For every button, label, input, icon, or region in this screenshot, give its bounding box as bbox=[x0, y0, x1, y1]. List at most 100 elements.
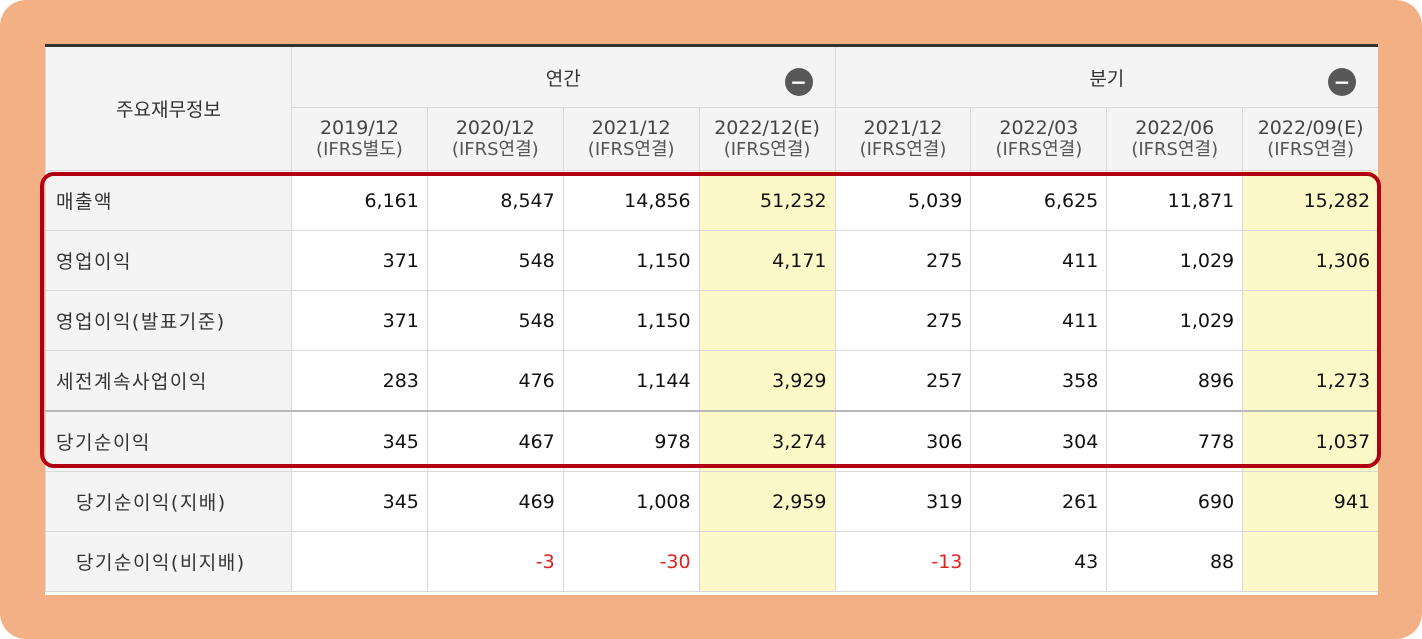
value-cell: 690 bbox=[1106, 471, 1244, 532]
table-row: 당기순이익(지배) 345 469 1,008 2,959 319 261 690 941 bbox=[45, 471, 1378, 532]
table-row: 매출액 6,161 8,547 14,856 51,232 5,039 6,625 11,87… bbox=[45, 170, 1378, 231]
group-label-quarterly: 분기 bbox=[1089, 67, 1125, 90]
value-cell: 11,871 bbox=[1106, 170, 1244, 231]
period-header: 2022/06 (IFRS연결) bbox=[1106, 107, 1244, 171]
value-cell: 304 bbox=[970, 410, 1108, 472]
value-cell: 3,929 bbox=[698, 350, 836, 412]
group-header-quarterly: 분기 − bbox=[834, 45, 1378, 108]
value-cell: 319 bbox=[834, 471, 972, 532]
value-cell bbox=[1242, 290, 1378, 351]
value-cell: 3,274 bbox=[698, 410, 836, 472]
value-cell: -30 bbox=[562, 531, 700, 592]
period-basis: (IFRS연결) bbox=[859, 139, 947, 160]
table-row: 영업이익(발표기준) 371 548 1,150 275 411 1,029 bbox=[45, 290, 1378, 351]
period-header: 2021/12 (IFRS연결) bbox=[834, 107, 972, 171]
value-cell bbox=[1242, 531, 1378, 592]
period-header: 2019/12 (IFRS별도) bbox=[291, 107, 428, 171]
period-date: 2021/12 bbox=[863, 117, 943, 139]
value-cell: 2,959 bbox=[698, 471, 836, 532]
value-cell: 345 bbox=[291, 410, 428, 472]
table-body: 매출액 6,161 8,547 14,856 51,232 5,039 6,625 11,87… bbox=[45, 170, 1378, 592]
value-cell: 14,856 bbox=[562, 170, 700, 231]
row-label: 세전계속사업이익 bbox=[45, 350, 292, 412]
period-date: 2022/12(E) bbox=[714, 117, 820, 139]
period-header: 2020/12 (IFRS연결) bbox=[426, 107, 564, 171]
value-cell: 411 bbox=[970, 230, 1108, 291]
value-cell: 371 bbox=[291, 290, 428, 351]
value-cell: 1,037 bbox=[1242, 410, 1378, 472]
period-header: 2021/12 (IFRS연결) bbox=[562, 107, 700, 171]
period-basis: (IFRS연결) bbox=[1131, 139, 1219, 160]
value-cell: 476 bbox=[426, 350, 564, 412]
value-cell: 345 bbox=[291, 471, 428, 532]
period-basis: (IFRS별도) bbox=[316, 139, 403, 160]
row-label: 영업이익 bbox=[45, 230, 292, 291]
row-label: 매출액 bbox=[45, 170, 292, 231]
period-basis: (IFRS연결) bbox=[1267, 139, 1354, 160]
value-cell: 261 bbox=[970, 471, 1108, 532]
value-cell: 358 bbox=[970, 350, 1108, 412]
row-label: 영업이익(발표기준) bbox=[45, 290, 292, 351]
period-basis: (IFRS연결) bbox=[995, 139, 1083, 160]
period-basis: (IFRS연결) bbox=[723, 139, 811, 160]
value-cell bbox=[291, 531, 428, 592]
value-cell: 467 bbox=[426, 410, 564, 472]
period-date: 2019/12 bbox=[319, 117, 399, 139]
row-label: 당기순이익 bbox=[45, 410, 292, 472]
period-header: 2022/03 (IFRS연결) bbox=[970, 107, 1108, 171]
value-cell: 275 bbox=[834, 230, 972, 291]
value-cell bbox=[698, 290, 836, 351]
period-date: 2020/12 bbox=[455, 117, 535, 139]
period-date: 2022/06 bbox=[1135, 117, 1215, 139]
value-cell: 4,171 bbox=[698, 230, 836, 291]
value-cell: 88 bbox=[1106, 531, 1244, 592]
value-cell: -3 bbox=[426, 531, 564, 592]
value-cell: 306 bbox=[834, 410, 972, 472]
collapse-quarterly-button[interactable]: − bbox=[1328, 68, 1357, 96]
group-label-annual: 연간 bbox=[545, 67, 581, 90]
financial-summary-table: 주요재무정보 연간 − 분기 − 2019/12 (IFRS별도) 2020/12… bbox=[45, 44, 1378, 592]
value-cell: 6,161 bbox=[291, 170, 428, 231]
value-cell: 1,306 bbox=[1242, 230, 1378, 291]
value-cell: 1,144 bbox=[562, 350, 700, 412]
value-cell: 896 bbox=[1106, 350, 1244, 412]
header-label-cell: 주요재무정보 bbox=[45, 45, 292, 171]
value-cell bbox=[698, 531, 836, 592]
table-row: 세전계속사업이익 283 476 1,144 3,929 257 358 896 1,273 bbox=[45, 350, 1378, 412]
row-label: 당기순이익(비지배) bbox=[45, 531, 292, 592]
value-cell: 778 bbox=[1106, 410, 1244, 472]
period-header: 2022/09(E) (IFRS연결) bbox=[1242, 107, 1378, 171]
value-cell: 275 bbox=[834, 290, 972, 351]
value-cell: 548 bbox=[426, 230, 564, 291]
period-date: 2022/03 bbox=[999, 117, 1079, 139]
value-cell: 1,029 bbox=[1106, 290, 1244, 351]
period-header: 2022/12(E) (IFRS연결) bbox=[698, 107, 836, 171]
value-cell: 43 bbox=[970, 531, 1108, 592]
value-cell: 15,282 bbox=[1242, 170, 1378, 231]
value-cell: 371 bbox=[291, 230, 428, 291]
value-cell: 469 bbox=[426, 471, 564, 532]
value-cell: 941 bbox=[1242, 471, 1378, 532]
financial-info-panel: 주요재무정보 연간 − 분기 − 2019/12 (IFRS별도) 2020/12… bbox=[45, 44, 1378, 595]
period-date: 2022/09(E) bbox=[1257, 117, 1364, 139]
collapse-annual-button[interactable]: − bbox=[784, 68, 813, 96]
period-basis: (IFRS연결) bbox=[587, 139, 675, 160]
table-row: 영업이익 371 548 1,150 4,171 275 411 1,029 1,306 bbox=[45, 230, 1378, 291]
period-date: 2021/12 bbox=[591, 117, 671, 139]
value-cell: 411 bbox=[970, 290, 1108, 351]
value-cell: 5,039 bbox=[834, 170, 972, 231]
value-cell: -13 bbox=[834, 531, 972, 592]
value-cell: 1,008 bbox=[562, 471, 700, 532]
table-row: 당기순이익 345 467 978 3,274 306 304 778 1,037 bbox=[45, 410, 1378, 472]
period-basis: (IFRS연결) bbox=[451, 139, 539, 160]
value-cell: 1,029 bbox=[1106, 230, 1244, 291]
value-cell: 1,150 bbox=[562, 290, 700, 351]
value-cell: 51,232 bbox=[698, 170, 836, 231]
group-header-annual: 연간 − bbox=[291, 45, 836, 108]
period-header-row: 2019/12 (IFRS별도) 2020/12 (IFRS연결) 2021/12(… bbox=[46, 107, 1378, 171]
value-cell: 257 bbox=[834, 350, 972, 412]
value-cell: 283 bbox=[291, 350, 428, 412]
value-cell: 1,273 bbox=[1242, 350, 1378, 412]
value-cell: 6,625 bbox=[970, 170, 1108, 231]
